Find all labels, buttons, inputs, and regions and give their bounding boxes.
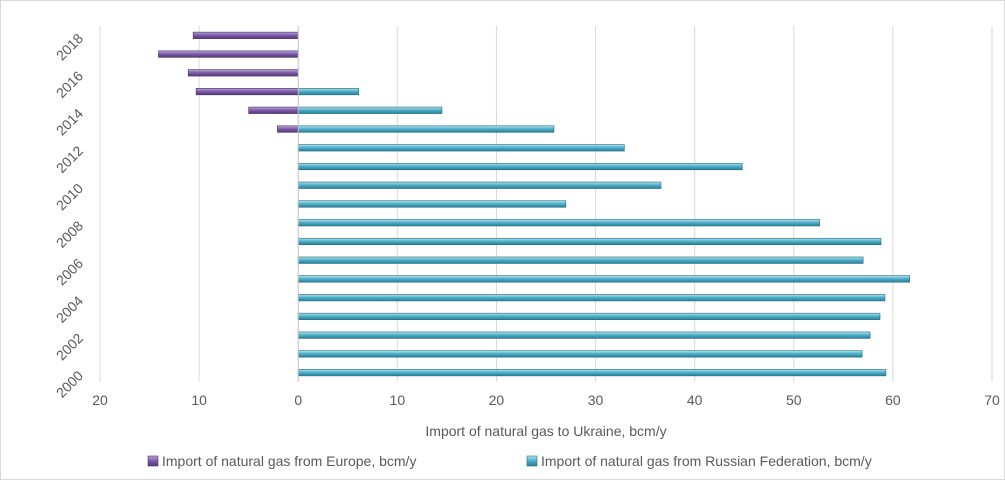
x-tick-label: 40 xyxy=(687,392,703,408)
x-tick-label: 20 xyxy=(489,392,505,408)
legend-label: Import of natural gas from Russian Feder… xyxy=(541,453,872,469)
x-axis-title: Import of natural gas to Ukraine, bcm/y xyxy=(425,423,666,439)
bar-europe-2014 xyxy=(248,106,299,114)
bar-russia-2000 xyxy=(297,369,887,377)
x-tick-label: 10 xyxy=(191,392,207,408)
bar-russia-2001 xyxy=(297,350,863,358)
bar-russia-2007 xyxy=(297,237,882,246)
bar-russia-2006 xyxy=(297,256,864,264)
bar-russia-2013 xyxy=(297,125,555,133)
legend-swatch xyxy=(147,455,159,467)
bar-russia-2008 xyxy=(297,219,820,227)
x-tick-label: 0 xyxy=(294,392,302,408)
x-tick-label: 50 xyxy=(786,392,802,408)
bar-russia-2002 xyxy=(297,331,871,339)
bar-europe-2015 xyxy=(195,88,299,96)
x-tick-labels: 20 10 0 10 20 30 40 50 60 70 xyxy=(92,392,1000,408)
bar-russia-2003 xyxy=(297,312,881,320)
bar-europe-2013 xyxy=(277,125,299,133)
legend: Import of natural gas from Europe, bcm/y… xyxy=(147,453,872,469)
bar-russia-2004 xyxy=(297,294,886,302)
x-tick-label: 60 xyxy=(885,392,901,408)
bar-europe-2018 xyxy=(192,31,299,39)
x-tick-label: 30 xyxy=(588,392,604,408)
legend-swatch xyxy=(526,455,538,467)
x-tick-label: 10 xyxy=(390,392,406,408)
bar-russia-2015 xyxy=(297,88,359,96)
bar-europe-2017 xyxy=(158,50,299,58)
legend-label: Import of natural gas from Europe, bcm/y xyxy=(162,453,416,469)
bar-russia-2011 xyxy=(297,162,743,171)
x-tick-label: 20 xyxy=(92,392,108,408)
bars xyxy=(158,31,911,377)
gridlines xyxy=(99,26,993,382)
bar-russia-2009 xyxy=(297,200,567,208)
bar-russia-2012 xyxy=(297,144,625,152)
bar-russia-2005 xyxy=(297,275,911,283)
bar-russia-2010 xyxy=(297,181,662,189)
x-tick-label: 70 xyxy=(984,392,1000,408)
bar-europe-2016 xyxy=(187,69,299,77)
bar-russia-2014 xyxy=(297,106,443,114)
